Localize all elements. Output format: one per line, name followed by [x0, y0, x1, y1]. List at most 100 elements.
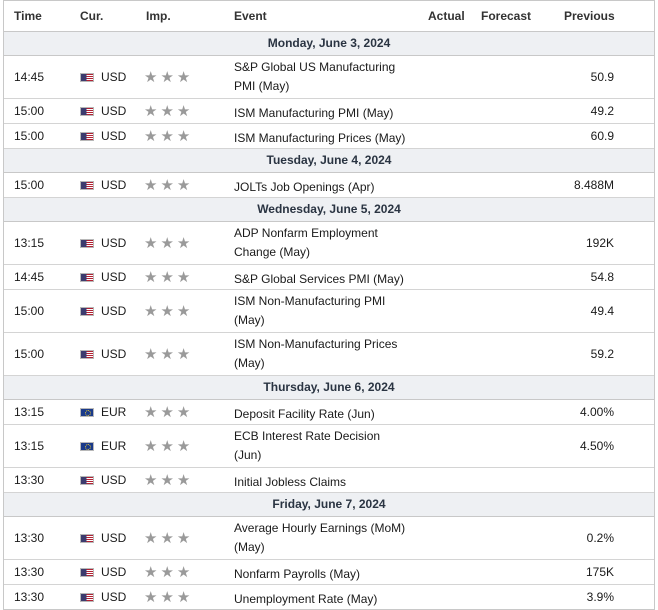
event-time: 13:30 [14, 531, 45, 545]
currency-code: USD [101, 70, 127, 84]
event-name[interactable]: ISM Manufacturing Prices (May) [234, 131, 406, 145]
importance-stars-icon: ★★★ [144, 530, 194, 547]
us-flag-icon [80, 534, 94, 543]
currency-code: USD [101, 347, 127, 361]
event-time: 13:30 [14, 565, 45, 579]
us-flag-icon [80, 568, 94, 577]
table-header: Time Cur. Imp. Event Actual Forecast Pre… [4, 0, 654, 32]
currency-code: USD [101, 270, 127, 284]
us-flag-icon [80, 239, 94, 248]
previous-value: 54.8 [590, 270, 614, 284]
event-row[interactable]: 15:00 USD ★★★ ISM Manufacturing Prices (May… [4, 124, 654, 149]
day-header: Wednesday, June 5, 2024 [4, 198, 654, 222]
header-forecast[interactable]: Forecast [481, 9, 532, 23]
previous-value: 59.2 [590, 347, 614, 361]
event-row[interactable]: 13:15 USD ★★★ ADP Nonfarm Employment Change… [4, 222, 654, 265]
event-row[interactable]: 14:45 USD ★★★ S&P Global US Manufacturing P… [4, 56, 654, 99]
event-name[interactable]: Deposit Facility Rate (Jun) [234, 407, 375, 421]
event-name[interactable]: Nonfarm Payrolls (May) [234, 567, 361, 581]
header-importance[interactable]: Imp. [146, 9, 171, 23]
economic-calendar: Time Cur. Imp. Event Actual Forecast Pre… [3, 0, 655, 610]
event-name[interactable]: S&P Global US Manufacturing PMI (May) [234, 60, 396, 93]
previous-value: 175K [585, 565, 614, 579]
event-name[interactable]: ISM Non-Manufacturing Prices (May) [234, 337, 398, 370]
us-flag-icon [80, 307, 94, 316]
event-time: 14:45 [14, 70, 45, 84]
event-name[interactable]: ISM Manufacturing PMI (May) [234, 106, 394, 120]
event-time: 14:45 [14, 270, 45, 284]
previous-value: 50.9 [590, 70, 614, 84]
event-row[interactable]: 13:30 USD ★★★ Initial Jobless Claims [4, 468, 654, 493]
event-row[interactable]: 15:00 USD ★★★ ISM Non-Manufacturing Prices … [4, 333, 654, 376]
day-header: Thursday, June 6, 2024 [4, 376, 654, 400]
event-row[interactable]: 13:30 USD ★★★ Unemployment Rate (May) 3.9% [4, 585, 654, 609]
importance-stars-icon: ★★★ [144, 269, 194, 286]
event-time: 15:00 [14, 347, 45, 361]
currency-code: USD [101, 236, 127, 250]
currency-code: EUR [101, 439, 127, 453]
currency-code: USD [101, 104, 127, 118]
importance-stars-icon: ★★★ [144, 404, 194, 421]
event-time: 13:15 [14, 439, 45, 453]
importance-stars-icon: ★★★ [144, 69, 194, 86]
importance-stars-icon: ★★★ [144, 235, 194, 252]
currency-code: EUR [101, 405, 127, 419]
event-name[interactable]: S&P Global Services PMI (May) [234, 272, 404, 286]
previous-value: 60.9 [590, 129, 614, 143]
currency-code: USD [101, 304, 127, 318]
us-flag-icon [80, 273, 94, 282]
table-body: Monday, June 3, 2024 14:45 USD ★★★ S&P Globa… [4, 32, 654, 609]
importance-stars-icon: ★★★ [144, 128, 194, 145]
event-row[interactable]: 15:00 USD ★★★ ISM Manufacturing PMI (May) 49… [4, 99, 654, 124]
us-flag-icon [80, 107, 94, 116]
event-name[interactable]: ISM Non-Manufacturing PMI (May) [234, 294, 386, 327]
currency-code: USD [101, 531, 127, 545]
us-flag-icon [80, 181, 94, 190]
event-name[interactable]: ADP Nonfarm Employment Change (May) [234, 226, 378, 259]
event-time: 13:30 [14, 473, 45, 487]
event-row[interactable]: 14:45 USD ★★★ S&P Global Services PMI (May)… [4, 265, 654, 290]
us-flag-icon [80, 476, 94, 485]
header-event[interactable]: Event [234, 9, 267, 23]
event-name[interactable]: ECB Interest Rate Decision (Jun) [234, 429, 381, 462]
previous-value: 4.00% [579, 405, 614, 419]
currency-code: USD [101, 565, 127, 579]
currency-code: USD [101, 129, 127, 143]
previous-value: 8.488M [573, 178, 614, 192]
event-name[interactable]: Initial Jobless Claims [234, 475, 347, 489]
importance-stars-icon: ★★★ [144, 303, 194, 320]
event-row[interactable]: 15:00 USD ★★★ ISM Non-Manufacturing PMI (Ma… [4, 290, 654, 333]
event-time: 15:00 [14, 104, 45, 118]
currency-code: USD [101, 590, 127, 604]
importance-stars-icon: ★★★ [144, 103, 194, 120]
us-flag-icon [80, 132, 94, 141]
header-currency[interactable]: Cur. [80, 9, 104, 23]
event-row[interactable]: 15:00 USD ★★★ JOLTs Job Openings (Apr) 8.488… [4, 173, 654, 198]
header-time[interactable]: Time [14, 9, 42, 23]
event-name[interactable]: JOLTs Job Openings (Apr) [234, 180, 375, 194]
day-header: Friday, June 7, 2024 [4, 493, 654, 517]
event-row[interactable]: 13:30 USD ★★★ Average Hourly Earnings (MoM)… [4, 517, 654, 560]
event-time: 13:30 [14, 590, 45, 604]
us-flag-icon [80, 73, 94, 82]
event-row[interactable]: 13:30 USD ★★★ Nonfarm Payrolls (May) 175K [4, 560, 654, 585]
us-flag-icon [80, 593, 94, 602]
previous-value: 3.9% [586, 590, 614, 604]
previous-value: 192K [585, 236, 614, 250]
currency-code: USD [101, 473, 127, 487]
event-row[interactable]: 13:15 EUR ★★★ ECB Interest Rate Decision (J… [4, 425, 654, 468]
day-header: Tuesday, June 4, 2024 [4, 149, 654, 173]
us-flag-icon [80, 350, 94, 359]
header-previous[interactable]: Previous [564, 9, 615, 23]
event-row[interactable]: 13:15 EUR ★★★ Deposit Facility Rate (Jun) 4.… [4, 400, 654, 425]
importance-stars-icon: ★★★ [144, 438, 194, 455]
event-time: 15:00 [14, 178, 45, 192]
importance-stars-icon: ★★★ [144, 472, 194, 489]
header-actual[interactable]: Actual [428, 9, 465, 23]
day-header: Monday, June 3, 2024 [4, 32, 654, 56]
event-name[interactable]: Average Hourly Earnings (MoM) (May) [234, 521, 406, 554]
event-name[interactable]: Unemployment Rate (May) [234, 592, 378, 606]
importance-stars-icon: ★★★ [144, 564, 194, 581]
event-time: 13:15 [14, 405, 45, 419]
eu-flag-icon [80, 442, 94, 451]
